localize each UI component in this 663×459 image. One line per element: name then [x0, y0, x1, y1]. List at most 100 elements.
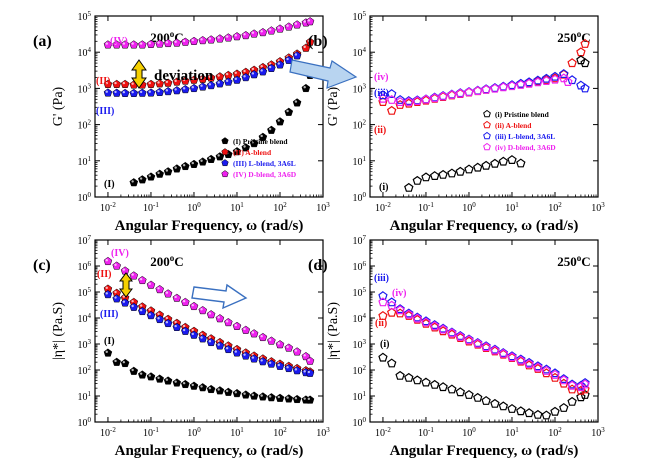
data-point: [258, 27, 268, 37]
data-point: [412, 375, 423, 385]
data-point-highlight: [114, 359, 117, 363]
data-point: [103, 289, 113, 299]
data-point: [412, 175, 423, 185]
data-point: [155, 87, 164, 96]
data-point: [172, 322, 182, 331]
data-point-highlight: [122, 295, 126, 298]
legend-marker: [221, 137, 229, 145]
data-point: [215, 34, 225, 43]
data-point-highlight: [174, 166, 177, 169]
data-point: [550, 74, 560, 84]
data-point-highlight: [260, 65, 263, 68]
data-point-highlight: [303, 397, 306, 400]
data-point-highlight: [174, 380, 177, 383]
data-point-highlight: [225, 72, 229, 76]
data-point-highlight: [294, 349, 298, 352]
data-point-highlight: [174, 324, 177, 328]
data-point: [181, 297, 190, 306]
data-point: [386, 297, 397, 307]
direction-arrow-c: [191, 283, 248, 310]
data-point-highlight: [217, 388, 220, 391]
data-point: [386, 358, 397, 368]
y-tick-label: 105: [78, 286, 92, 299]
data-point: [576, 55, 586, 65]
data-point-highlight: [122, 268, 126, 271]
data-point: [421, 317, 431, 327]
data-point: [120, 266, 130, 275]
data-point-highlight: [165, 169, 169, 172]
data-point-highlight: [182, 87, 186, 90]
data-point: [120, 298, 130, 307]
panel-letter: (c): [33, 257, 51, 274]
x-tick-label: 101: [505, 426, 519, 439]
panel-letter: (b): [308, 33, 328, 50]
data-point: [138, 175, 147, 184]
data-point: [473, 86, 483, 96]
data-point-highlight: [148, 81, 151, 85]
data-point: [481, 84, 491, 94]
data-point-highlight: [174, 79, 177, 83]
data-point: [232, 75, 242, 84]
data-point-highlight: [277, 342, 280, 345]
data-point: [473, 392, 483, 402]
data-point: [378, 93, 388, 103]
data-point: [198, 334, 207, 343]
data-point: [129, 302, 139, 311]
data-point: [524, 359, 534, 368]
data-point: [224, 387, 233, 396]
data-point: [206, 310, 216, 319]
series-iv: [378, 297, 590, 392]
data-point-highlight: [200, 385, 203, 388]
data-point: [146, 88, 156, 97]
data-point: [198, 383, 207, 392]
data-point-highlight: [208, 83, 212, 86]
data-point: [507, 80, 517, 90]
data-point: [215, 314, 225, 323]
data-point-highlight: [260, 69, 263, 72]
y-tick-label: 103: [78, 338, 92, 351]
series-i: [378, 352, 590, 420]
chart-panel-2: 10-2 10-1 100 101 102 103 100 101 102 103 104 105 An…: [308, 10, 605, 234]
data-point: [541, 410, 552, 420]
data-point: [292, 20, 302, 29]
legend-entry: (i) Pristine blend: [495, 110, 550, 119]
x-tick-label: 102: [273, 426, 287, 439]
side-label-iii-b: (iii): [374, 88, 389, 99]
data-point: [429, 321, 440, 331]
data-point: [112, 40, 121, 49]
data-point-highlight: [182, 299, 186, 303]
data-point: [507, 352, 517, 362]
data-point-highlight: [307, 397, 311, 401]
data-point: [378, 310, 388, 320]
data-point: [120, 358, 130, 368]
data-point-highlight: [122, 300, 126, 303]
data-point-highlight: [268, 62, 272, 65]
y-tick-label: 101: [353, 155, 367, 168]
y-tick-label: 104: [353, 312, 367, 325]
data-point: [292, 394, 302, 404]
x-tick-label: 100: [462, 426, 476, 439]
x-axis-label: Angular Frequency, ω (rad/s): [115, 218, 304, 234]
y-tick-label: 100: [78, 191, 92, 204]
data-point-highlight: [303, 86, 306, 89]
data-point-highlight: [114, 42, 117, 45]
data-point-highlight: [148, 282, 151, 286]
data-point-highlight: [182, 328, 186, 332]
data-point: [481, 342, 491, 352]
data-point-highlight: [105, 81, 108, 85]
data-point: [215, 341, 225, 350]
x-tick-label: 103: [316, 201, 330, 214]
legend-marker: [483, 142, 491, 151]
data-point: [155, 169, 164, 178]
data-point-highlight: [251, 31, 255, 34]
data-point: [258, 332, 268, 342]
data-point-highlight: [294, 22, 298, 25]
data-point-highlight: [174, 88, 177, 91]
series-I: [103, 348, 315, 404]
panel-letter: (d): [308, 257, 328, 274]
data-point: [507, 351, 517, 361]
data-point-highlight: [303, 45, 306, 49]
legend-marker: [221, 148, 229, 156]
data-point: [275, 393, 285, 402]
y-tick-label: 101: [353, 390, 367, 403]
